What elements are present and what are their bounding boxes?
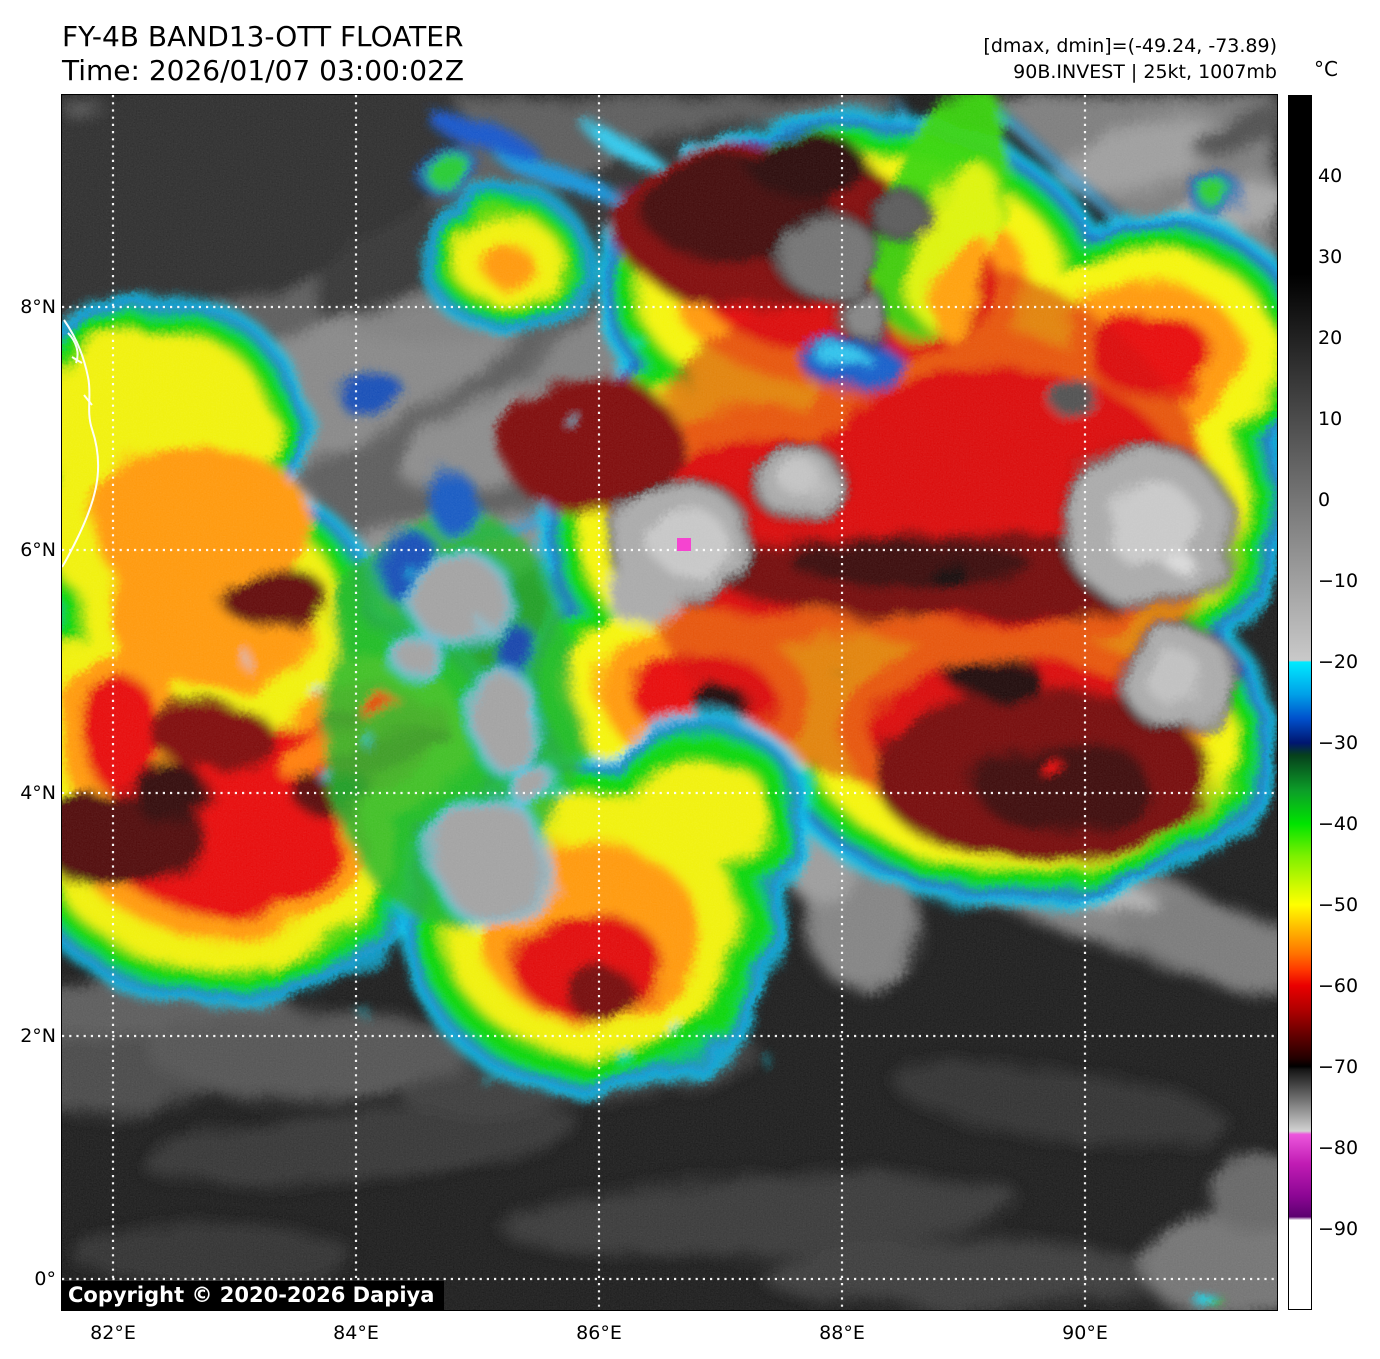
lon-tick-label: 88°E [819,1322,865,1344]
colorbar-tick-label: −30 [1318,732,1359,754]
lon-tick-label: 82°E [90,1322,136,1344]
colorbar-tick-label: 40 [1318,165,1343,187]
colorbar-tick-label: −40 [1318,813,1359,835]
storm-info-readout: 90B.INVEST | 25kt, 1007mb [1013,61,1277,83]
lat-tick-label: 2°N [20,1025,56,1047]
colorbar-tick-label: −80 [1318,1137,1359,1159]
coastline [62,319,100,568]
satellite-imagery [62,95,1277,1310]
copyright-label: Copyright © 2020-2026 Dapiya [62,1281,445,1310]
colorbar-gradient [1289,96,1311,1309]
colorbar-tick-label: 10 [1318,408,1343,430]
lat-tick-label: 0° [34,1268,56,1290]
colorbar [1288,95,1312,1310]
timestamp: Time: 2026/01/07 03:00:02Z [62,54,465,87]
colorbar-tick-label: 30 [1318,246,1343,268]
lat-tick-label: 6°N [20,539,56,561]
colorbar-tick-label: −10 [1318,570,1359,592]
colorbar-tick-label: −60 [1318,975,1359,997]
storm-center-marker [677,538,691,551]
colorbar-unit-label: °C [1314,57,1338,81]
header-info-block: [dmax, dmin]=(-49.24, -73.89) 90B.INVEST… [700,33,1277,85]
dmax-dmin-readout: [dmax, dmin]=(-49.24, -73.89) [983,35,1277,57]
colorbar-tick-label: −90 [1318,1218,1359,1240]
page-title: FY-4B BAND13-OTT FLOATER [62,20,464,53]
colorbar-tick-label: −70 [1318,1056,1359,1078]
lon-tick-label: 84°E [333,1322,379,1344]
colorbar-tick-label: 0 [1318,489,1331,511]
colorbar-tick-label: −20 [1318,651,1359,673]
satellite-map [61,94,1278,1311]
lat-tick-label: 8°N [20,296,56,318]
colorbar-tick-label: −50 [1318,894,1359,916]
lon-tick-label: 86°E [576,1322,622,1344]
grid-lines [62,95,1277,1310]
lon-tick-label: 90°E [1062,1322,1108,1344]
lat-tick-label: 4°N [20,782,56,804]
colorbar-tick-label: 20 [1318,327,1343,349]
image-grain [62,95,1277,1310]
